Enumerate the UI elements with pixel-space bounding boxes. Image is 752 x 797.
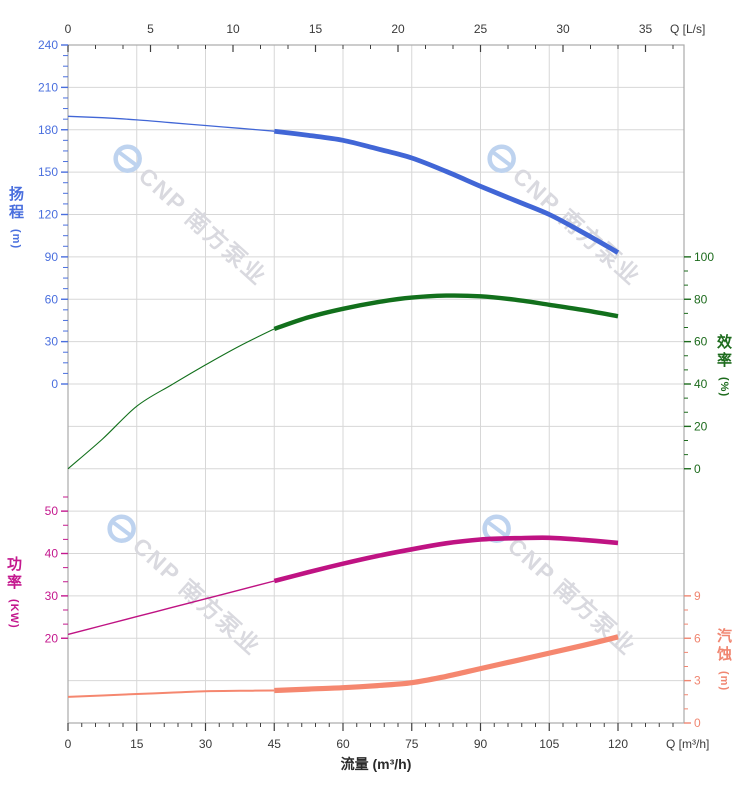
head-axis-title-text: 扬程	[7, 186, 24, 222]
efficiency-axis-tick-label: 20	[694, 419, 708, 433]
npsh-curve-thin	[67, 689, 275, 698]
bottom-axis-tick-label: 0	[65, 737, 72, 751]
axes: 0 5 10 15 20 25 30 350 15 30 45 60 75 90 105 1202402101…	[38, 22, 714, 751]
power-axis-title-text: 功率	[5, 556, 22, 592]
efficiency-axis-tick-label: 60	[694, 335, 708, 349]
npsh-axis-unit: (m)	[718, 671, 730, 692]
watermarks: CNP 南方泵业 CNP 南方泵业 CNP 南方泵业 CNP 南方泵业	[107, 144, 646, 661]
head-curve-thin	[67, 115, 275, 132]
bottom-axis-tick-label: 45	[268, 737, 282, 751]
power-axis-tick-label: 30	[45, 589, 59, 603]
power-axis-tick-label: 50	[45, 504, 59, 518]
top-axis-tick-label: 25	[474, 22, 488, 36]
efficiency-curve-bold	[273, 293, 619, 331]
efficiency-axis-unit: (%)	[718, 377, 730, 398]
head-curve-bold	[274, 128, 620, 255]
efficiency-axis-title: 效率 (%)	[715, 334, 732, 398]
top-axis-tick-label: 5	[147, 22, 154, 36]
top-axis-tick-label: 20	[391, 22, 405, 36]
watermark-logo-icon	[491, 150, 512, 167]
power-axis-title: 功率 (KW)	[5, 556, 22, 629]
npsh-axis-tick-label: 0	[694, 716, 701, 730]
watermark-text: CNP 南方泵业	[503, 532, 641, 660]
power-curve-thin	[67, 580, 275, 636]
efficiency-axis-tick-label: 100	[694, 250, 714, 264]
gridlines	[68, 45, 684, 723]
x-axis-title: 流量 (m³/h)	[340, 756, 412, 772]
bottom-axis-tick-label: 90	[474, 737, 488, 751]
head-axis-title: 扬程 (m)	[7, 186, 24, 250]
head-axis-tick-label: 90	[45, 250, 59, 264]
npsh-axis-title-text: 汽蚀	[715, 628, 732, 664]
top-axis-tick-label: 15	[309, 22, 323, 36]
head-axis-tick-label: 120	[38, 208, 58, 222]
npsh-axis-title: 汽蚀 (m)	[715, 628, 732, 692]
npsh-axis-tick-label: 6	[694, 631, 701, 645]
bottom-axis-tick-label: 75	[405, 737, 419, 751]
efficiency-axis-tick-label: 80	[694, 292, 708, 306]
npsh-axis-tick-label: 9	[694, 589, 701, 603]
npsh-axis-tick-label: 3	[694, 674, 701, 688]
top-axis-tick-label: 35	[639, 22, 653, 36]
power-axis-unit: (KW)	[8, 599, 20, 629]
top-axis-tick-label: 30	[556, 22, 570, 36]
bottom-axis-tick-label: 30	[199, 737, 213, 751]
watermark-logo-icon	[117, 150, 138, 167]
top-axis-tick-label: 10	[226, 22, 240, 36]
npsh-curve-bold	[274, 634, 619, 694]
head-axis-tick-label: 0	[51, 377, 58, 391]
watermark-text: CNP 南方泵业	[128, 532, 266, 660]
head-axis-tick-label: 240	[38, 38, 58, 52]
head-axis-tick-label: 210	[38, 80, 58, 94]
head-axis-tick-label: 150	[38, 165, 58, 179]
watermark: CNP 南方泵业	[113, 144, 272, 291]
efficiency-axis-title-text: 效率	[715, 334, 732, 370]
bottom-axis-tick-label: 15	[130, 737, 144, 751]
watermark-text: CNP 南方泵业	[134, 162, 272, 290]
bottom-axis-tick-label: 120	[608, 737, 628, 751]
watermark-logo-icon	[486, 520, 507, 537]
power-curve-bold	[273, 535, 619, 584]
power-axis-tick-label: 20	[45, 631, 59, 645]
watermark: CNP 南方泵业	[487, 144, 646, 291]
efficiency-curve-thin	[67, 328, 275, 470]
power-axis-tick-label: 40	[45, 547, 59, 561]
watermark-logo-icon	[487, 144, 516, 173]
head-axis-tick-label: 180	[38, 123, 58, 137]
top-axis-unit-label: Q [L/s]	[670, 22, 705, 36]
head-axis-tick-label: 60	[45, 292, 59, 306]
head-axis-tick-label: 30	[45, 335, 59, 349]
head-axis-unit: (m)	[10, 229, 22, 250]
bottom-axis-tick-label: 60	[336, 737, 350, 751]
efficiency-axis-tick-label: 40	[694, 377, 708, 391]
watermark-logo-icon	[111, 520, 132, 537]
efficiency-axis-tick-label: 0	[694, 462, 701, 476]
watermark-logo-icon	[107, 514, 136, 543]
bottom-axis-unit-label: Q [m³/h]	[666, 737, 709, 751]
watermark-logo-icon	[113, 144, 142, 173]
bottom-axis-tick-label: 105	[539, 737, 559, 751]
top-axis-tick-label: 0	[65, 22, 72, 36]
curves	[67, 115, 620, 698]
